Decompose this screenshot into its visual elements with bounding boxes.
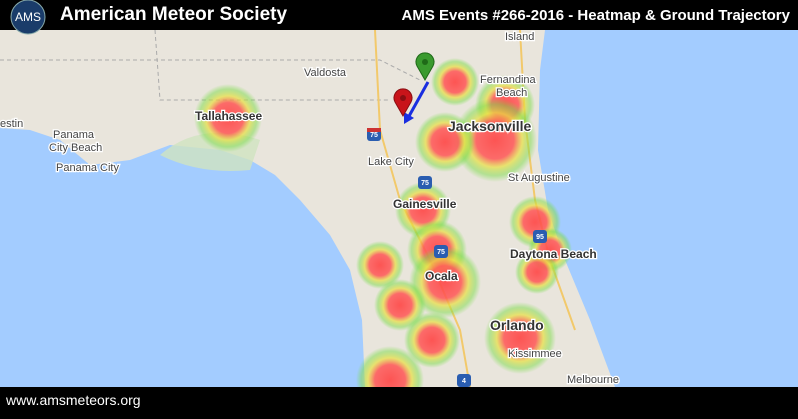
heat-spot [415,112,475,172]
heat-spot [453,98,537,182]
place-label: Lake City [368,156,414,168]
footer-url[interactable]: www.amsmeteors.org [5,392,141,408]
place-label: estin [0,118,23,130]
shield-label: 75 [421,180,429,187]
header-title: American Meteor Society [60,4,287,25]
shield [434,245,448,258]
shield [418,176,432,189]
place-label: City Beach [49,142,102,154]
labels: Island Fernandina Beach Valdosta Tallaha… [0,30,620,388]
place-label: Melbourne [567,374,619,386]
heat-spot [374,279,426,331]
logo [10,0,46,35]
heat-spot [409,246,481,318]
shield-label: 4 [462,378,466,385]
heatmap [194,58,572,414]
place-label: Beach [496,87,527,99]
heat-spot [515,250,559,294]
shield-label: 75 [437,249,445,256]
place-label: Panama City [56,162,119,174]
place-label: Gainesville [393,197,457,211]
place-label: Jacksonville [448,118,531,134]
logo-text: AMS [15,10,41,24]
heat-spot [194,84,262,152]
heat-spot [356,241,404,289]
header: AMS American Meteor Society AMS Events #… [0,0,798,35]
trajectory-arrow [404,112,414,124]
start-marker[interactable] [415,52,435,82]
place-label: Fernandina [480,74,537,86]
heat-spot [404,312,460,368]
place-label: Kissimmee [508,348,562,360]
heat-spot [431,58,479,106]
shield-label: 95 [536,234,544,241]
header-event: AMS Events #266-2016 - Heatmap & Ground … [402,7,791,24]
trajectory-line [406,81,430,119]
place-label: Ocala [425,269,458,283]
place-label: St Augustine [508,172,570,184]
trajectory [393,52,435,124]
end-marker[interactable] [393,88,413,118]
footer-bar [0,387,798,419]
place-label: Valdosta [304,67,347,79]
place-label: Tallahassee [195,109,262,123]
place-label: Panama [53,129,95,141]
shield [457,374,471,387]
heat-spot [484,302,556,374]
state-border [0,29,421,101]
footer: www.amsmeteors.org [0,387,798,419]
shields: 75 75 95 75 4 [367,128,547,387]
end-marker-dot [400,95,406,101]
header-bar [0,0,798,30]
shield [367,128,381,132]
place-label: Orlando [490,317,544,333]
shield [533,230,547,243]
start-marker-dot [422,59,428,65]
place-label: Daytona Beach [510,247,597,261]
shield-label: 75 [370,132,378,139]
place-label: Island [505,31,534,43]
